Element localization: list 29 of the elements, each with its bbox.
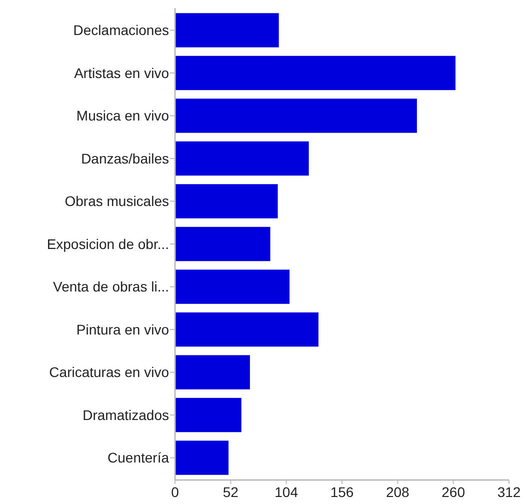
y-tick-label: Obras musicales [64, 193, 169, 210]
y-tick-label: Pintura en vivo [76, 321, 170, 338]
x-tick-label: 208 [386, 484, 410, 500]
y-tick-label: Caricaturas en vivo [49, 364, 170, 380]
y-tick-label: Exposicion de obr... [46, 236, 169, 252]
bar [175, 440, 229, 475]
bar [175, 398, 242, 432]
bar [175, 270, 290, 304]
bar [175, 13, 279, 48]
y-tick-label: Cuentería [108, 450, 170, 466]
bar [175, 141, 309, 176]
bar [175, 355, 250, 390]
y-tick-label: Danzas/bailes [81, 150, 169, 166]
y-tick-label: Musica en vivo [76, 108, 170, 124]
x-tick-label: 52 [222, 484, 239, 500]
bar [175, 56, 456, 90]
y-tick-label: Artistas en vivo [74, 64, 170, 81]
x-tick-label: 260 [442, 484, 466, 500]
x-tick-label: 156 [330, 484, 354, 500]
bar [175, 312, 318, 347]
x-tick-label: 312 [497, 484, 521, 500]
bar [175, 226, 270, 262]
bar [175, 184, 278, 218]
y-tick-label: Venta de obras li... [53, 278, 169, 295]
x-tick-label: 0 [171, 484, 180, 500]
y-tick-label: Dramatizados [82, 406, 169, 423]
y-tick-label: Declamaciones [73, 22, 169, 38]
bar [175, 98, 417, 133]
x-tick-label: 104 [274, 484, 298, 500]
